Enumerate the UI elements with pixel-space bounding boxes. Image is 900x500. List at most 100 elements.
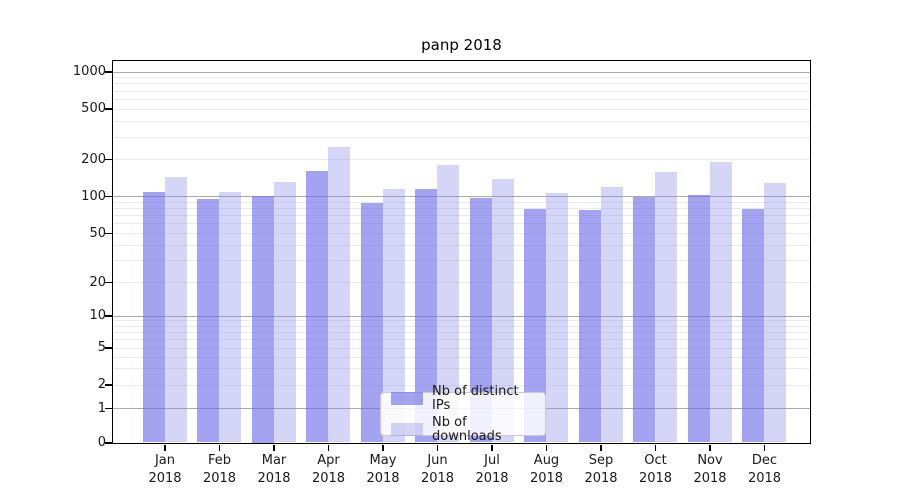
x-tick-mark (382, 444, 384, 451)
minor-gridline (112, 368, 810, 370)
x-tick-label: Mar 2018 (257, 453, 291, 486)
x-tick-label: Apr 2018 (311, 453, 346, 486)
y-tick-mark (104, 108, 112, 110)
minor-gridline (112, 384, 810, 386)
bar-distinct-ips (415, 189, 437, 443)
minor-gridline (112, 77, 810, 79)
x-tick-mark (218, 444, 221, 451)
minor-gridline (112, 136, 810, 138)
y-tick-mark (104, 384, 112, 386)
x-tick-label: Oct 2018 (638, 453, 673, 486)
bar-distinct-ips (742, 209, 764, 443)
bar-downloads (600, 187, 623, 443)
major-gridline (112, 71, 810, 73)
y-tick-mark (104, 232, 112, 235)
y-tick-label: 1 (97, 400, 106, 416)
minor-gridline (112, 339, 810, 341)
bar-distinct-ips (524, 209, 546, 443)
bar-distinct-ips (469, 197, 492, 443)
bar-downloads (328, 146, 350, 443)
x-tick-label: Aug 2018 (529, 453, 564, 486)
bar-distinct-ips (197, 198, 219, 443)
y-tick-mark (104, 347, 112, 349)
x-tick-mark (327, 444, 330, 451)
minor-gridline (112, 356, 810, 358)
bar-downloads (655, 172, 677, 443)
minor-gridline (112, 120, 810, 122)
y-tick-label: 500 (81, 101, 106, 116)
y-tick-mark (104, 315, 112, 317)
y-tick-mark (104, 281, 112, 284)
bar-distinct-ips (360, 202, 383, 443)
legend-label-downloads: Nb of downloads (432, 414, 502, 444)
x-tick-mark (654, 444, 657, 451)
minor-gridline (112, 282, 810, 283)
minor-gridline (112, 215, 810, 217)
y-tick-mark (104, 71, 112, 73)
x-tick-mark (436, 444, 439, 451)
bar-downloads (491, 179, 514, 443)
y-tick-label: 50 (89, 225, 106, 241)
minor-gridline (112, 108, 810, 110)
x-tick-label: Jul 2018 (475, 453, 509, 486)
y-tick-label: 2 (97, 377, 106, 392)
x-tick-mark (763, 444, 766, 451)
bar-downloads (382, 188, 405, 443)
y-tick-mark (104, 158, 112, 161)
x-tick-label: Dec 2018 (747, 453, 782, 486)
minor-gridline (112, 201, 810, 203)
x-tick-label: Feb 2018 (202, 453, 237, 486)
y-tick-label: 5 (97, 340, 106, 355)
x-tick-mark (164, 444, 166, 451)
minor-gridline (112, 159, 810, 160)
bar-downloads (219, 191, 241, 443)
y-tick-label: 100 (81, 188, 106, 204)
bar-downloads (273, 182, 296, 443)
x-tick-label: Jun 2018 (420, 453, 455, 486)
bar-distinct-ips (687, 195, 710, 443)
bar-distinct-ips (633, 196, 655, 443)
y-tick-label: 0 (97, 435, 106, 450)
minor-gridline (112, 260, 810, 262)
minor-gridline (112, 223, 810, 225)
legend-swatch-downloads (391, 423, 423, 436)
x-tick-label: Sep 2018 (584, 453, 618, 486)
bar-downloads (437, 164, 459, 443)
bar-downloads (709, 162, 732, 443)
bar-downloads (164, 177, 187, 443)
bar-downloads (546, 193, 568, 443)
minor-gridline (112, 90, 810, 92)
minor-gridline (112, 325, 810, 327)
chart-title: panp 2018 (421, 36, 502, 54)
x-tick-label: Jan 2018 (148, 453, 182, 486)
minor-gridline (112, 83, 810, 85)
x-tick-mark (600, 444, 602, 451)
bar-distinct-ips (251, 196, 274, 443)
x-tick-mark (545, 444, 548, 451)
y-tick-label: 10 (89, 308, 106, 323)
legend: Nb of distinct IPs Nb of downloads (380, 384, 546, 443)
y-tick-mark (104, 195, 112, 198)
minor-gridline (112, 98, 810, 100)
bar-distinct-ips (142, 191, 165, 443)
bar-distinct-ips (578, 209, 601, 443)
x-tick-mark (709, 444, 711, 451)
minor-gridline (112, 207, 810, 209)
legend-item-downloads: Nb of downloads (391, 414, 537, 444)
major-gridline (112, 196, 810, 197)
y-tick-label: 20 (89, 274, 106, 290)
y-tick-label: 1000 (72, 64, 106, 79)
bar-distinct-ips (306, 170, 328, 443)
minor-gridline (112, 347, 810, 349)
legend-swatch-distinct-ips (391, 392, 423, 405)
minor-gridline (112, 320, 810, 322)
minor-gridline (112, 244, 810, 246)
x-tick-label: May 2018 (366, 453, 400, 486)
legend-item-distinct-ips: Nb of distinct IPs (391, 383, 537, 413)
x-tick-label: Nov 2018 (693, 453, 727, 486)
bar-downloads (764, 182, 786, 443)
legend-label-distinct-ips: Nb of distinct IPs (432, 383, 519, 413)
minor-gridline (112, 331, 810, 333)
x-tick-mark (491, 444, 493, 451)
